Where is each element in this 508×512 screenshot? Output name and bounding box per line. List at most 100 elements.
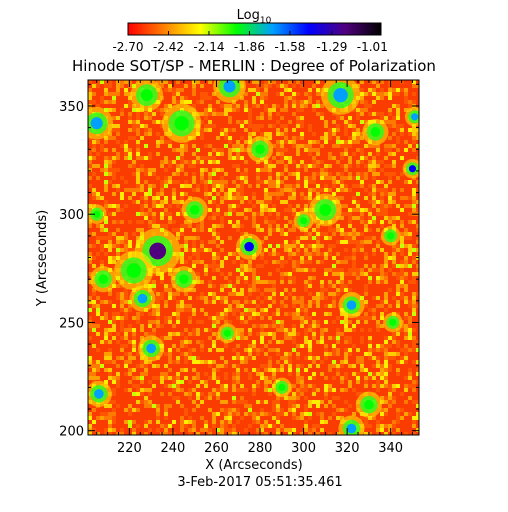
noise-cell [224, 420, 228, 424]
noise-cell [264, 236, 268, 240]
noise-cell [236, 168, 240, 172]
noise-cell [208, 200, 212, 204]
chart-title: Hinode SOT/SP - MERLIN : Degree of Polar… [72, 57, 436, 75]
noise-cell [200, 120, 204, 124]
noise-cell [144, 216, 148, 220]
noise-cell [324, 328, 328, 332]
noise-cell [336, 372, 340, 376]
noise-cell [168, 368, 172, 372]
noise-cell [264, 180, 268, 184]
noise-cell [344, 388, 348, 392]
noise-cell [368, 280, 372, 284]
noise-cell [200, 428, 204, 432]
noise-cell [388, 404, 392, 408]
noise-cell [308, 232, 312, 236]
noise-cell [200, 168, 204, 172]
noise-cell [212, 148, 216, 152]
noise-cell [268, 112, 272, 116]
noise-cell [104, 220, 108, 224]
noise-cell [368, 240, 372, 244]
noise-cell [396, 124, 400, 128]
noise-cell [304, 284, 308, 288]
noise-cell [308, 276, 312, 280]
noise-cell [380, 196, 384, 200]
noise-cell [308, 128, 312, 132]
noise-cell [240, 120, 244, 124]
noise-cell [184, 240, 188, 244]
noise-cell [192, 428, 196, 432]
noise-cell [332, 396, 336, 400]
noise-cell [248, 312, 252, 316]
noise-cell [112, 96, 116, 100]
noise-cell [208, 348, 212, 352]
noise-cell [120, 248, 124, 252]
noise-cell [288, 432, 292, 435]
noise-cell [372, 80, 376, 84]
noise-cell [200, 248, 204, 252]
noise-cell [268, 208, 272, 212]
noise-cell [116, 376, 120, 380]
noise-cell [244, 268, 248, 272]
noise-cell [136, 200, 140, 204]
noise-cell [216, 432, 220, 435]
noise-cell [412, 204, 416, 208]
noise-cell [260, 168, 264, 172]
noise-cell [152, 312, 156, 316]
noise-cell [140, 364, 144, 368]
noise-cell [372, 236, 376, 240]
noise-cell [188, 296, 192, 300]
noise-cell [128, 120, 132, 124]
noise-cell [272, 320, 276, 324]
noise-cell [200, 132, 204, 136]
noise-cell [296, 204, 300, 208]
noise-cell [284, 360, 288, 364]
noise-cell [172, 388, 176, 392]
noise-cell [192, 248, 196, 252]
noise-cell [296, 372, 300, 376]
noise-cell [228, 420, 232, 424]
noise-cell [140, 328, 144, 332]
noise-cell [344, 376, 348, 380]
noise-cell [160, 296, 164, 300]
noise-cell [212, 292, 216, 296]
noise-cell [108, 356, 112, 360]
noise-cell [216, 264, 220, 268]
noise-cell [296, 124, 300, 128]
noise-cell [196, 272, 200, 276]
noise-cell [312, 108, 316, 112]
noise-cell [344, 372, 348, 376]
noise-cell [244, 208, 248, 212]
noise-cell [136, 148, 140, 152]
noise-cell [348, 188, 352, 192]
noise-cell [408, 220, 412, 224]
noise-cell [212, 420, 216, 424]
noise-cell [136, 388, 140, 392]
noise-cell [332, 336, 336, 340]
noise-cell [108, 424, 112, 428]
noise-cell [176, 396, 180, 400]
noise-cell [416, 228, 419, 232]
noise-cell [344, 320, 348, 324]
noise-cell [100, 168, 104, 172]
noise-cell [388, 144, 392, 148]
noise-cell [260, 240, 264, 244]
noise-cell [104, 236, 108, 240]
noise-cell [304, 164, 308, 168]
noise-cell [132, 120, 136, 124]
noise-cell [320, 136, 324, 140]
noise-cell [280, 192, 284, 196]
noise-cell [108, 156, 112, 160]
noise-cell [104, 156, 108, 160]
noise-cell [320, 284, 324, 288]
noise-cell [280, 324, 284, 328]
noise-cell [292, 228, 296, 232]
noise-cell [120, 432, 124, 435]
noise-cell [412, 188, 416, 192]
noise-cell [180, 252, 184, 256]
noise-cell [224, 312, 228, 316]
noise-cell [160, 124, 164, 128]
noise-cell [320, 400, 324, 404]
noise-cell [136, 156, 140, 160]
noise-cell [332, 388, 336, 392]
noise-cell [312, 300, 316, 304]
